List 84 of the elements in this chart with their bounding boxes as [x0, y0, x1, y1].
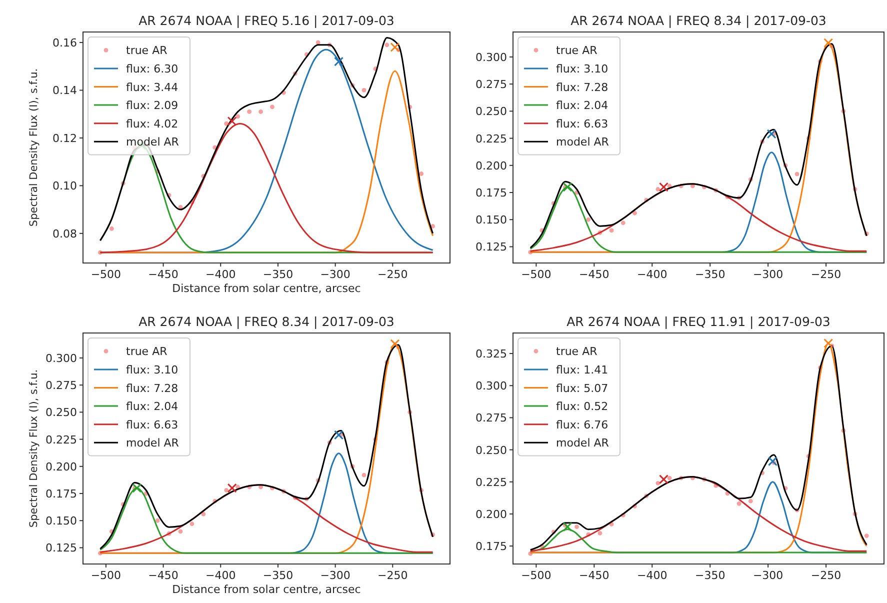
legend-label: flux: 4.02 [126, 117, 178, 130]
y-tick-label: 0.08 [52, 227, 77, 240]
x-tick-label: −300 [752, 569, 784, 582]
y-tick-label: 0.125 [46, 542, 77, 555]
y-tick-label: 0.125 [476, 240, 507, 254]
chart-title: AR 2674 NOAA | FREQ 11.91 | 2017-09-03 [566, 314, 830, 329]
x-tick-label: −500 [521, 569, 552, 582]
legend-label: true AR [126, 345, 168, 358]
chart-title: AR 2674 NOAA | FREQ 8.34 | 2017-09-03 [570, 13, 826, 28]
y-tick-label: 0.250 [46, 406, 77, 420]
y-tick-label: 0.12 [52, 132, 77, 145]
x-tick-label: −500 [90, 569, 122, 582]
x-tick-label: −450 [579, 268, 610, 281]
legend-label: model AR [556, 436, 610, 450]
legend-label: true AR [556, 345, 598, 358]
x-tick-label: −250 [810, 268, 842, 281]
y-tick-label: 0.300 [476, 50, 507, 64]
y-tick-label: 0.225 [46, 433, 77, 446]
y-tick-label: 0.14 [52, 84, 77, 98]
y-tick-label: 0.275 [476, 412, 507, 425]
x-tick-label: −350 [694, 569, 726, 582]
x-tick-label: −250 [378, 268, 408, 281]
x-tick-label: −450 [148, 569, 178, 582]
y-axis-title: Spectral Density Flux (I), s.f.u. [28, 369, 40, 528]
legend-label: flux: 7.28 [556, 80, 608, 94]
y-tick-label: 0.275 [46, 379, 77, 392]
y-tick-label: 0.16 [52, 36, 77, 50]
legend-label: model AR [126, 436, 180, 450]
legend-label: flux: 6.76 [556, 418, 608, 432]
legend-label: flux: 2.04 [126, 400, 178, 414]
legend-label: flux: 2.09 [126, 99, 178, 112]
y-tick-label: 0.200 [476, 159, 507, 172]
y-tick-label: 0.150 [476, 214, 507, 227]
legend-label: flux: 7.28 [126, 382, 178, 395]
x-tick-label: −250 [378, 569, 408, 582]
legend-label: flux: 6.30 [126, 62, 178, 76]
chart-title: AR 2674 NOAA | FREQ 8.34 | 2017-09-03 [138, 314, 394, 329]
x-tick-label: −400 [206, 268, 236, 281]
legend-label: flux: 0.52 [556, 400, 608, 414]
x-tick-label: −300 [752, 268, 784, 281]
x-tick-label: −400 [206, 569, 236, 582]
y-axis-title: Spectral Density Flux (I), s.f.u. [28, 68, 40, 227]
y-tick-label: 0.275 [476, 78, 507, 92]
x-axis-title: Distance from solar centre, arcsec [172, 282, 361, 295]
legend-label: model AR [126, 136, 180, 149]
y-tick-label: 0.250 [476, 444, 507, 457]
legend-label: model AR [556, 136, 610, 149]
legend-label: flux: 2.04 [556, 99, 608, 112]
y-tick-label: 0.10 [52, 180, 77, 193]
x-tick-label: −350 [262, 569, 294, 582]
y-tick-label: 0.300 [46, 352, 77, 365]
x-tick-label: −400 [637, 569, 668, 582]
x-tick-label: −450 [579, 569, 610, 582]
y-tick-label: 0.300 [476, 380, 507, 393]
y-tick-label: 0.225 [476, 476, 507, 489]
y-tick-label: 0.175 [476, 540, 507, 554]
legend-label: flux: 5.07 [556, 382, 608, 395]
y-tick-label: 0.175 [46, 488, 77, 501]
y-tick-label: 0.325 [476, 348, 507, 361]
legend-label: flux: 3.10 [126, 363, 178, 376]
y-tick-label: 0.200 [476, 508, 507, 521]
legend-label: flux: 6.63 [126, 418, 178, 432]
legend-label: flux: 1.41 [556, 363, 608, 376]
x-tick-label: −250 [810, 569, 842, 582]
y-tick-label: 0.200 [46, 460, 77, 474]
legend-label: flux: 6.63 [556, 117, 608, 130]
x-axis-title: Distance from solar centre, arcsec [172, 583, 361, 596]
y-tick-label: 0.150 [46, 514, 77, 528]
x-tick-label: −500 [90, 268, 122, 281]
legend-label: true AR [556, 44, 598, 58]
x-tick-label: −500 [521, 268, 552, 281]
legend-label: true AR [126, 44, 168, 58]
x-tick-label: −300 [320, 268, 350, 281]
chart-title: AR 2674 NOAA | FREQ 5.16 | 2017-09-03 [138, 13, 394, 28]
x-tick-label: −400 [637, 268, 668, 281]
y-tick-label: 0.250 [476, 105, 507, 118]
x-tick-label: −350 [262, 268, 294, 281]
y-tick-label: 0.175 [476, 186, 507, 200]
legend-label: flux: 3.44 [126, 80, 178, 94]
x-tick-label: −300 [320, 569, 350, 582]
x-tick-label: −450 [148, 268, 178, 281]
x-tick-label: −350 [694, 268, 726, 281]
y-tick-label: 0.225 [476, 132, 507, 146]
legend-label: flux: 3.10 [556, 62, 608, 76]
